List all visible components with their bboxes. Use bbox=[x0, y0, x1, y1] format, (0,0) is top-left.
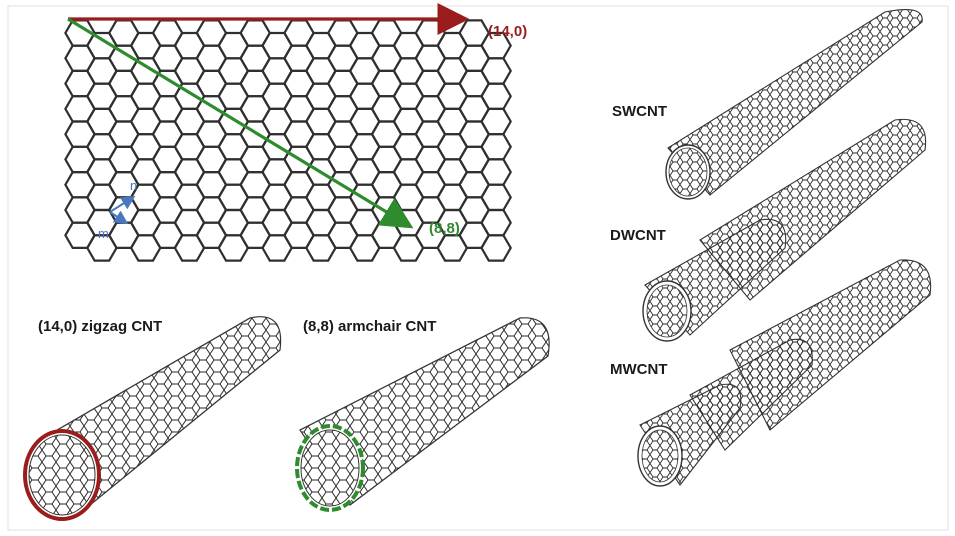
unit-vector-n-arrow bbox=[109, 195, 136, 213]
dwcnt-label: DWCNT bbox=[610, 227, 666, 244]
zigzag-cnt-tube bbox=[23, 316, 282, 521]
swcnt-tube bbox=[665, 9, 923, 200]
armchair-vector-label: (8,8) bbox=[429, 220, 460, 237]
armchair-vector-arrow bbox=[67, 17, 414, 229]
mwcnt-label: MWCNT bbox=[610, 361, 667, 378]
zigzag-vector-label: (14,0) bbox=[488, 23, 527, 40]
unit-vector-m-label: m bbox=[98, 226, 109, 241]
swcnt-label: SWCNT bbox=[612, 103, 667, 120]
unit-vector-m-arrow bbox=[109, 210, 129, 225]
mwcnt-tube bbox=[637, 259, 932, 487]
armchair-cnt-tube bbox=[295, 317, 550, 512]
dwcnt-tube bbox=[642, 118, 927, 342]
unit-vector-n-label: n bbox=[130, 178, 137, 193]
lattice-hexagon bbox=[480, 234, 512, 262]
zigzag-cnt-title: (14,0) zigzag CNT bbox=[38, 318, 162, 335]
armchair-cnt-title: (8,8) armchair CNT bbox=[303, 318, 436, 335]
graphene-lattice bbox=[64, 19, 512, 262]
